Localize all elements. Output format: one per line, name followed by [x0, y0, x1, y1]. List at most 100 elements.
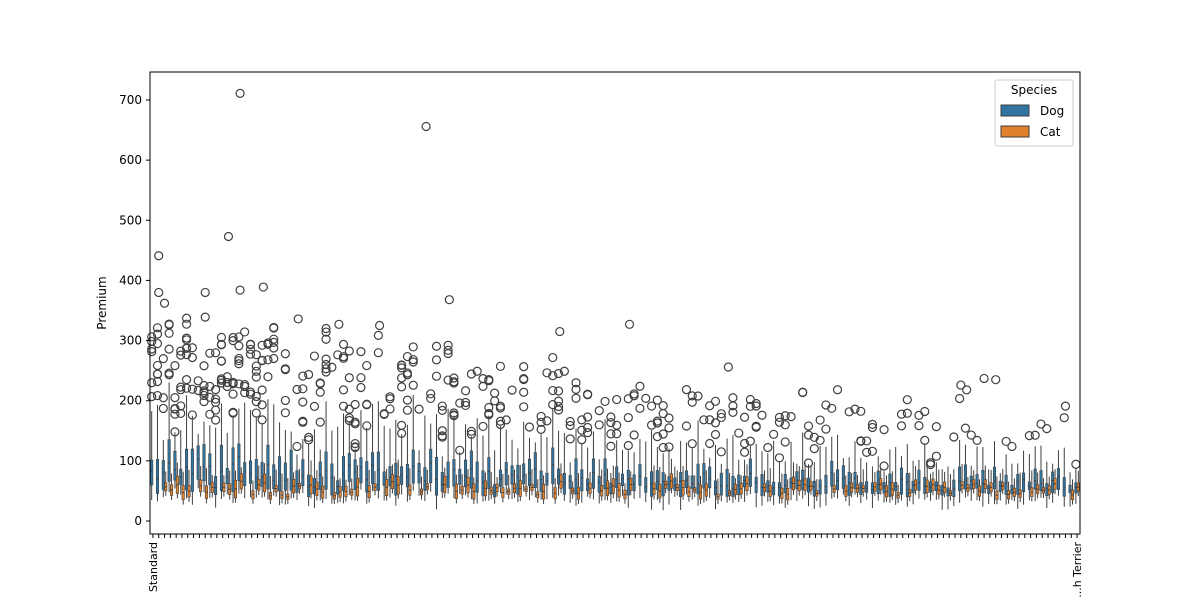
box-outlier [421, 121, 431, 132]
box-outlier [786, 412, 796, 422]
box-outlier [147, 344, 157, 354]
box-body [679, 472, 683, 497]
box-outlier [159, 298, 170, 308]
box-outlier [321, 327, 331, 337]
box-outlier [844, 407, 854, 417]
box-outlier [867, 446, 878, 456]
box-body [702, 463, 706, 489]
box-outlier [914, 421, 924, 431]
box-outlier [408, 342, 418, 352]
box-body [173, 450, 177, 481]
x-axis: Standard ...h Terrier [147, 534, 1084, 598]
box-body [481, 470, 485, 496]
box-outlier [629, 430, 639, 440]
box-body [911, 480, 915, 493]
box-outlier [1060, 401, 1071, 411]
box-outlier [402, 370, 413, 380]
box-outlier [449, 373, 459, 383]
box-body [818, 479, 822, 495]
box-outlier [293, 314, 303, 324]
box-outlier [553, 386, 564, 396]
box-outlier [443, 345, 453, 355]
box-outlier [803, 430, 814, 440]
box-outlier [902, 408, 912, 418]
box-outlier [635, 403, 645, 413]
box-outlier [373, 330, 383, 340]
box-outlier [681, 385, 692, 395]
box-outlier [176, 382, 186, 392]
box-body [1074, 482, 1078, 494]
box-outlier [222, 372, 232, 382]
box-body [568, 475, 572, 489]
box-outlier [460, 386, 471, 396]
box-body [743, 475, 747, 488]
box-body [824, 474, 828, 494]
box-outlier [298, 384, 308, 394]
box-outlier [309, 401, 320, 411]
box-body [214, 476, 218, 495]
box-outlier [350, 419, 360, 429]
box-outlier [362, 400, 372, 410]
box-outlier [687, 391, 697, 401]
box-outlier [443, 340, 453, 350]
box-outlier [850, 404, 860, 414]
box-body [574, 458, 578, 495]
box-outlier [263, 355, 273, 365]
box-body [394, 462, 398, 496]
box-outlier [879, 461, 889, 471]
box-outlier [484, 375, 494, 385]
box-outlier [455, 398, 465, 408]
box-outlier [338, 401, 349, 411]
box-outlier [205, 348, 215, 358]
box-outlier [181, 333, 192, 343]
box-outlier [199, 390, 209, 401]
box-body [987, 484, 991, 494]
box-outlier [257, 400, 267, 410]
legend-swatch-cat [1000, 125, 1030, 138]
box-outlier [472, 366, 482, 376]
box-body [1056, 468, 1060, 490]
box-outlier [635, 381, 645, 391]
box-body [609, 482, 613, 495]
box-outlier [519, 362, 529, 372]
box-outlier [972, 435, 982, 446]
box-body [248, 460, 253, 484]
box-outlier [269, 353, 279, 364]
box-outlier [211, 384, 221, 395]
box-outlier [548, 371, 558, 381]
box-outlier [147, 392, 157, 402]
box-outlier [251, 372, 261, 382]
box-outlier [321, 323, 331, 334]
box-outlier [815, 415, 825, 425]
box-body [1039, 470, 1043, 491]
box-outlier [245, 344, 256, 354]
box-outlier [228, 377, 238, 388]
box-outlier [338, 385, 349, 395]
box-outlier [251, 361, 261, 371]
box-body [498, 469, 502, 487]
box-outlier [251, 366, 261, 376]
box-body [388, 466, 392, 487]
box-outlier [176, 385, 186, 395]
box-outlier [235, 88, 245, 98]
box-outlier [158, 393, 168, 403]
box-body [516, 464, 520, 495]
box-outlier [315, 387, 325, 397]
box-outlier [205, 392, 215, 402]
box-body [260, 462, 264, 487]
box-outlier [542, 416, 552, 426]
box-outlier [154, 251, 164, 261]
box-outlier [716, 409, 726, 419]
box-outlier [716, 412, 726, 423]
box-outlier [199, 396, 209, 407]
box-outlier [624, 319, 635, 329]
box-body [527, 458, 532, 486]
box-body [150, 459, 154, 486]
box-outlier [199, 380, 209, 391]
box-outlier [606, 417, 616, 428]
box-outlier [437, 401, 447, 411]
box-outlier [594, 420, 604, 430]
box-outlier [710, 396, 721, 406]
box-outlier [1024, 431, 1034, 441]
